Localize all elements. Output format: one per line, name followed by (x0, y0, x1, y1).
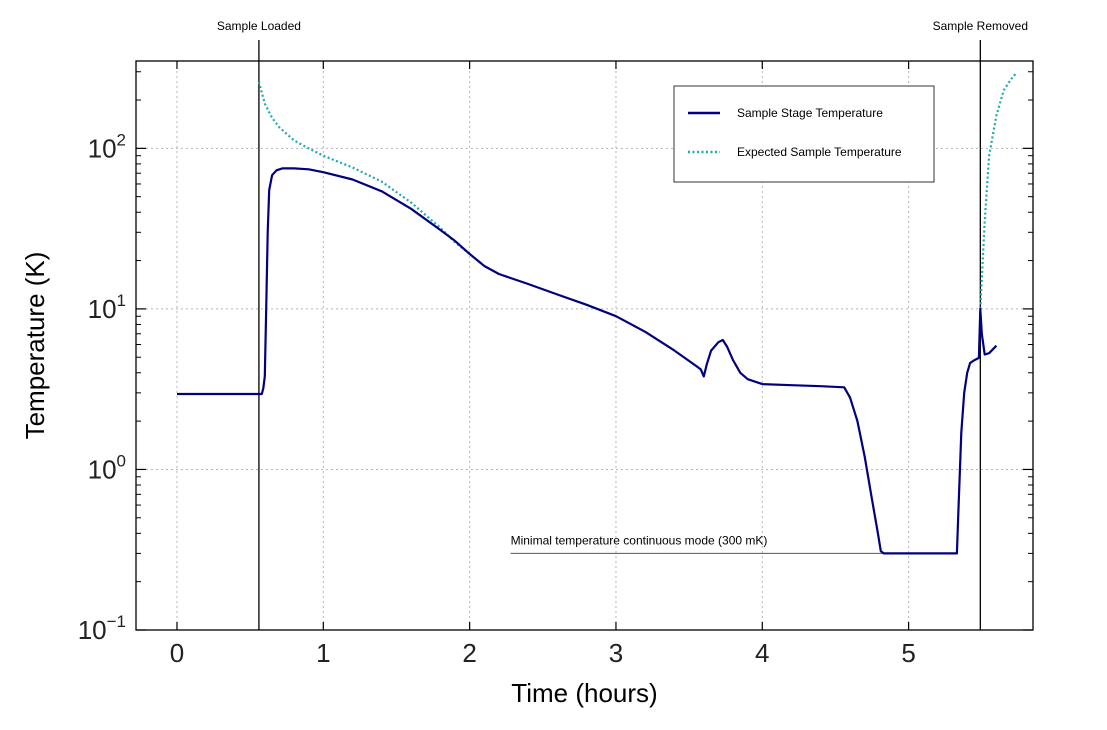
tick-labels: 0 1 2 3 4 5 10−1 100 101 102 (78, 130, 916, 668)
y-tick-label: 102 (88, 130, 126, 163)
x-tick-label: 1 (316, 638, 330, 668)
annotations: Sample Loaded Sample Removed Minimal tempe… (217, 19, 1028, 630)
y-tick-label: 101 (88, 291, 126, 324)
x-tick-label: 3 (609, 638, 623, 668)
y-axis-label: Temperature (K) (20, 252, 50, 440)
minor-ticks (136, 71, 1033, 583)
legend: Sample Stage Temperature Expected Sample… (673, 85, 935, 183)
y-tick-label: 100 (88, 451, 126, 484)
y-tick-label: 10−1 (78, 612, 126, 645)
major-ticks (136, 61, 1033, 631)
x-tick-label: 4 (755, 638, 769, 668)
minimal-temperature-label: Minimal temperature continuous mode (300… (511, 533, 768, 547)
plot-frame (135, 60, 1034, 631)
legend-box (673, 85, 935, 183)
x-axis-label: Time (hours) (511, 678, 657, 708)
series-line-sample-stage-temperature (177, 167, 998, 555)
series-line-expected-sample-temperature (979, 73, 1017, 309)
legend-label-sample-stage: Sample Stage Temperature (737, 106, 883, 120)
legend-label-expected-sample: Expected Sample Temperature (737, 145, 902, 159)
x-tick-label: 5 (901, 638, 915, 668)
sample-removed-label: Sample Removed (933, 19, 1028, 33)
sample-loaded-label: Sample Loaded (217, 19, 301, 33)
x-tick-label: 0 (170, 638, 184, 668)
x-tick-label: 2 (462, 638, 476, 668)
series-lines (177, 73, 1017, 555)
